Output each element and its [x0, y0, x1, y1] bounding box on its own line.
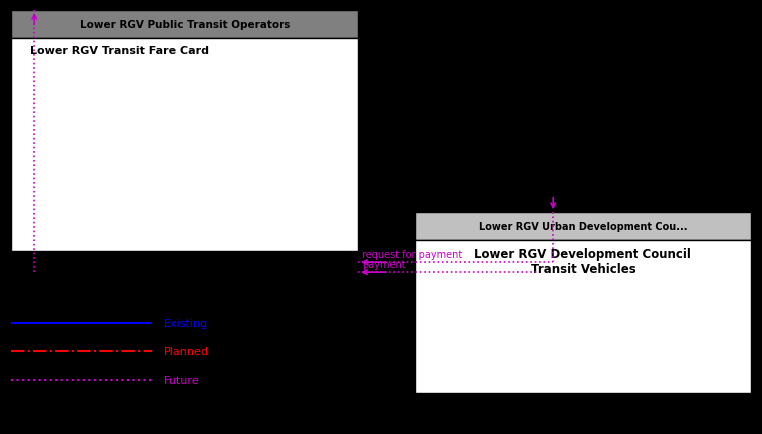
FancyBboxPatch shape: [415, 213, 751, 241]
Text: Lower RGV Transit Fare Card: Lower RGV Transit Fare Card: [30, 46, 210, 56]
Text: Planned: Planned: [164, 347, 209, 356]
FancyBboxPatch shape: [415, 241, 751, 393]
Text: Future: Future: [164, 375, 200, 385]
Text: Existing: Existing: [164, 319, 208, 328]
Text: request for payment: request for payment: [362, 249, 463, 259]
FancyBboxPatch shape: [11, 11, 358, 39]
Text: Lower RGV Urban Development Cou...: Lower RGV Urban Development Cou...: [479, 222, 687, 232]
Text: Lower RGV Public Transit Operators: Lower RGV Public Transit Operators: [79, 20, 290, 30]
Text: payment: payment: [362, 259, 405, 269]
Text: Lower RGV Development Council
Transit Vehicles: Lower RGV Development Council Transit Ve…: [475, 247, 691, 275]
FancyBboxPatch shape: [11, 39, 358, 252]
